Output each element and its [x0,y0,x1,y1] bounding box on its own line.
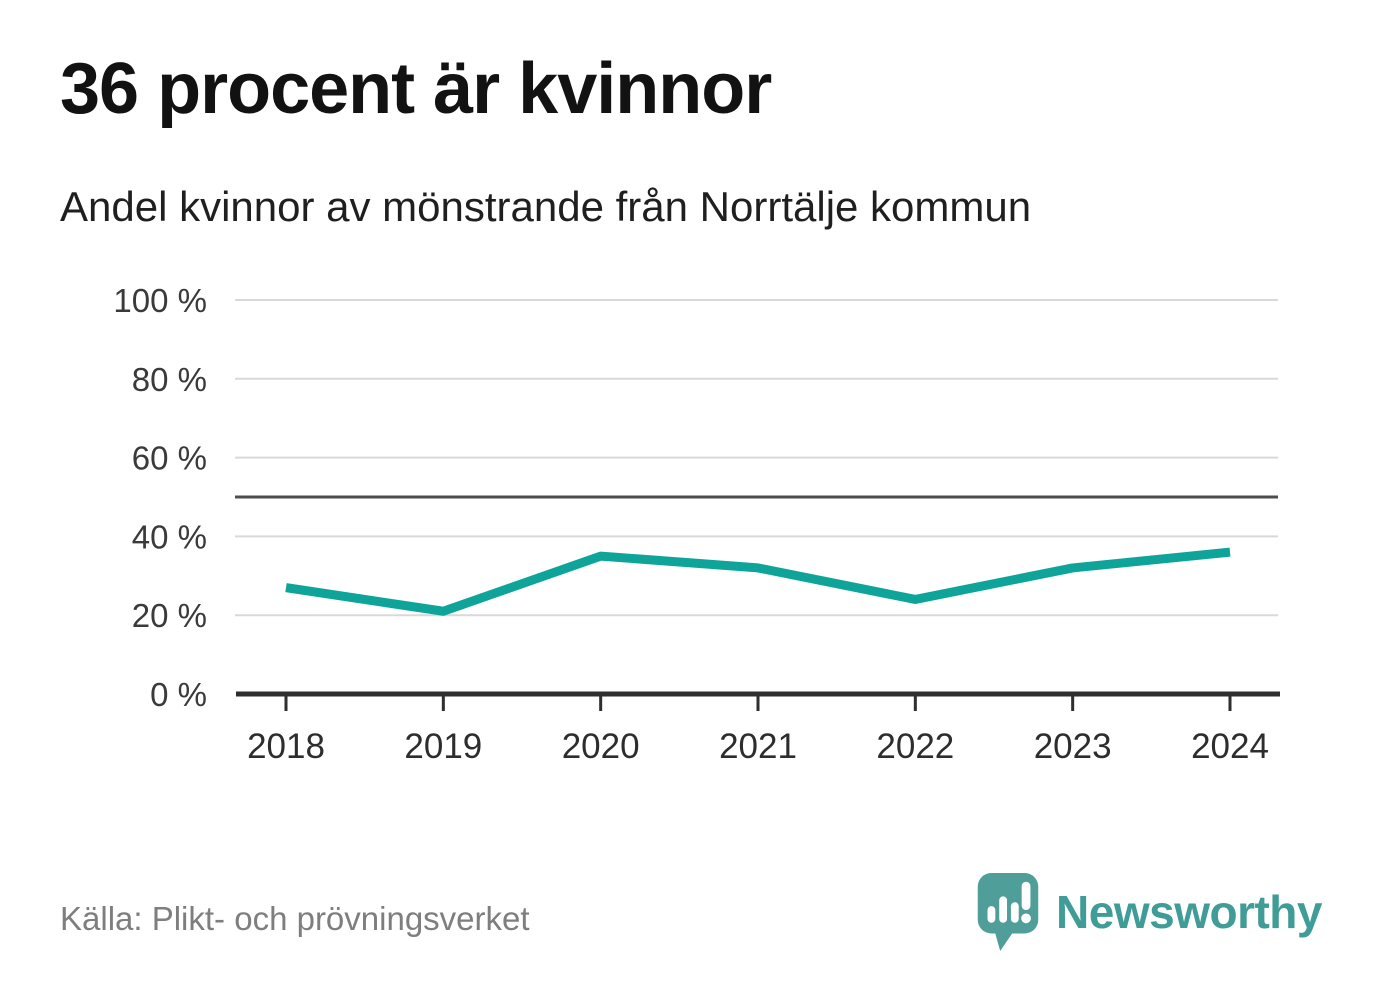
newsworthy-logo: Newsworthy [976,872,1322,952]
x-axis-tick-label: 2021 [719,727,797,766]
y-axis-tick-label: 0 % [150,676,207,713]
x-axis-tick-label: 2023 [1034,727,1112,766]
newsworthy-logo-icon [977,872,1039,952]
y-axis-tick-label: 100 % [113,282,207,319]
y-axis-tick-label: 20 % [132,597,207,634]
logo-bar-2 [999,896,1008,923]
data-line [285,547,1231,616]
x-axis-tick-label: 2020 [562,727,640,766]
y-axis-tick-label: 40 % [132,518,207,555]
x-axis-tick-label: 2018 [247,727,325,766]
logo-exclamation-bar [1021,881,1031,911]
logo-bar-1 [987,906,996,923]
page-title: 36 procent är kvinnor [60,49,772,129]
logo-bubble-tail [993,926,1017,952]
chart-subtitle: Andel kvinnor av mönstrande från Norrtäl… [60,183,1032,230]
y-axis-tick-label: 60 % [132,440,207,477]
y-axis-tick-label: 80 % [132,361,207,398]
newsworthy-wordmark: Newsworthy [1056,886,1322,938]
source-note: Källa: Plikt- och prövningsverket [60,900,530,937]
x-axis-tick-label: 2022 [876,727,954,766]
x-axis-tick-label: 2024 [1191,727,1269,766]
logo-bar-3 [1010,902,1019,923]
logo-exclamation-dot [1021,913,1031,924]
x-axis-tick-label: 2019 [404,727,482,766]
